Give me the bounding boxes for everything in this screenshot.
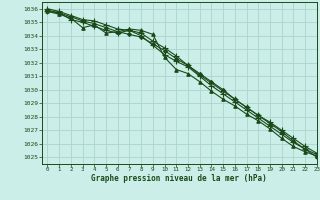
X-axis label: Graphe pression niveau de la mer (hPa): Graphe pression niveau de la mer (hPa) <box>91 174 267 183</box>
